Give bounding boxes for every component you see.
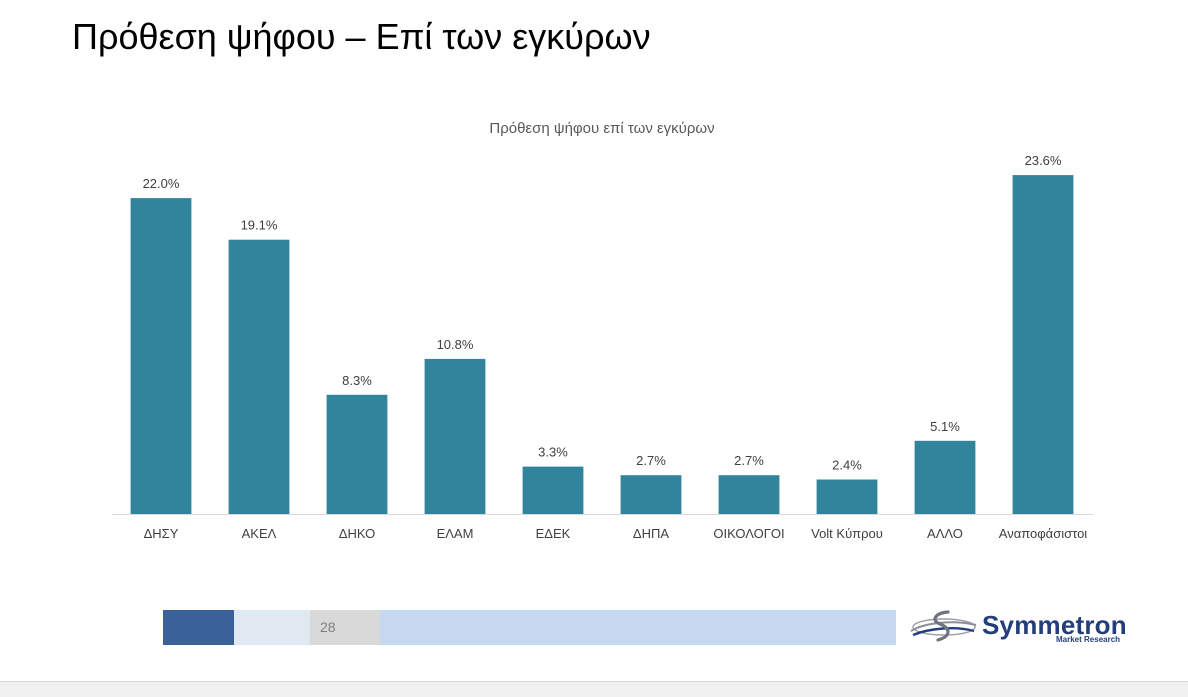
data-label: 19.1% bbox=[241, 218, 278, 233]
slide-title: Πρόθεση ψήφου – Επί των εγκύρων bbox=[72, 16, 651, 57]
bottom-band bbox=[0, 681, 1188, 697]
data-label: 23.6% bbox=[1025, 153, 1062, 168]
logo-name: Symmetron bbox=[982, 610, 1127, 640]
chart-bar bbox=[326, 394, 388, 514]
data-label: 3.3% bbox=[538, 445, 568, 460]
chart-bar bbox=[130, 198, 192, 514]
chart-bar bbox=[522, 466, 584, 514]
data-label: 2.4% bbox=[832, 458, 862, 473]
category-label: ΔΗΚΟ bbox=[339, 526, 375, 541]
chart-bar bbox=[424, 358, 486, 514]
category-label: Volt Κύπρου bbox=[811, 526, 883, 541]
footer-page-box: 28 bbox=[310, 610, 380, 645]
chart-bar bbox=[228, 239, 290, 514]
chart-title: Πρόθεση ψήφου επί των εγκύρων bbox=[489, 120, 714, 137]
data-label: 10.8% bbox=[437, 337, 474, 352]
category-label: ΑΚΕΛ bbox=[242, 526, 277, 541]
footer-strip-dark bbox=[163, 610, 234, 645]
category-label: ΕΔΕΚ bbox=[536, 526, 571, 541]
category-label: Αναποφάσιστοι bbox=[999, 526, 1088, 541]
footer-strip-light bbox=[234, 610, 310, 645]
chart-bar bbox=[816, 479, 878, 514]
bar-chart: Πρόθεση ψήφου επί των εγκύρων 22.0% ΔΗΣΥ 1… bbox=[112, 120, 1093, 541]
symmetron-swoosh-icon bbox=[910, 610, 977, 642]
footer-strip-blue bbox=[380, 610, 896, 645]
data-label: 2.7% bbox=[636, 453, 666, 468]
data-label: 5.1% bbox=[930, 419, 960, 434]
chart-bar bbox=[914, 440, 976, 514]
logo-tagline: Market Research bbox=[1056, 635, 1121, 644]
chart-marks: 22.0% ΔΗΣΥ 19.1% ΑΚΕΛ 8.3% ΔΗΚΟ 10.8% ΕΛΑΜ 3.3% Ε… bbox=[112, 153, 1093, 541]
chart-bar bbox=[718, 475, 780, 514]
category-label: ΟΙΚΟΛΟΓΟΙ bbox=[713, 526, 784, 541]
category-label: ΕΛΑΜ bbox=[437, 526, 474, 541]
category-label: ΔΗΠΑ bbox=[633, 526, 669, 541]
category-label: ΑΛΛΟ bbox=[927, 526, 963, 541]
data-label: 8.3% bbox=[342, 373, 372, 388]
page-number: 28 bbox=[320, 619, 336, 635]
data-label: 22.0% bbox=[143, 176, 180, 191]
chart-bar bbox=[1012, 175, 1074, 514]
data-label: 2.7% bbox=[734, 453, 764, 468]
chart-bar bbox=[620, 475, 682, 514]
category-label: ΔΗΣΥ bbox=[144, 526, 179, 541]
